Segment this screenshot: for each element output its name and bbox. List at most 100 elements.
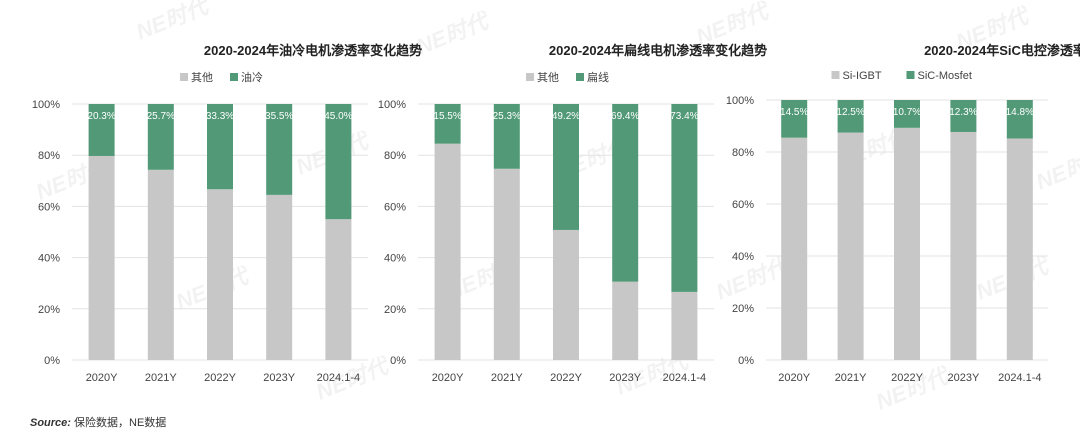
bar-top-1 — [434, 104, 461, 144]
bar-top-5 — [1006, 100, 1033, 139]
bar-top-4 — [950, 100, 977, 132]
bar-top-2 — [493, 104, 520, 169]
y-tick-label: 20% — [384, 304, 406, 316]
chart-legend: Si-IGBT SiC-Mosfet — [831, 70, 972, 82]
data-label-2: 12.5% — [836, 107, 864, 118]
bar-base-5 — [325, 219, 352, 360]
source-note: Source: 保险数据，NE数据 — [30, 414, 166, 430]
source-text: 保险数据，NE数据 — [74, 417, 167, 429]
watermark-text: NE时代 — [1033, 142, 1080, 194]
legend-swatch-2 — [906, 71, 915, 79]
bar-top-4 — [266, 104, 293, 195]
x-tick-label: 2020Y — [778, 372, 810, 384]
data-label-1: 14.5% — [780, 107, 808, 118]
data-label-2: 25.3% — [493, 111, 521, 122]
chart-legend: 其他 扁线 — [526, 70, 609, 84]
data-label-3: 10.7% — [893, 107, 921, 118]
x-tick-label: 2024.1-4 — [317, 372, 360, 384]
bar-base-2 — [493, 168, 520, 360]
y-tick-label: 100% — [378, 99, 406, 111]
legend-label-2: 油冷 — [241, 70, 263, 84]
chart-title: 2020-2024年SiC电控渗透率变化趋势 — [924, 43, 1080, 58]
legend-swatch-2 — [576, 73, 584, 81]
chart-title: 2020-2024年扁线电机渗透率变化趋势 — [549, 43, 767, 58]
x-tick-label: 2023Y — [609, 372, 641, 384]
bar-base-3 — [207, 189, 233, 360]
y-tick-label: 100% — [726, 95, 754, 107]
data-label-1: 15.5% — [433, 111, 461, 122]
y-tick-label: 80% — [38, 150, 60, 162]
bar-top-2 — [147, 104, 174, 170]
data-label-3: 49.2% — [552, 111, 580, 122]
legend-swatch-2 — [230, 73, 238, 81]
y-tick-label: 80% — [384, 150, 406, 162]
x-tick-label: 2021Y — [835, 372, 867, 384]
y-tick-label: 40% — [38, 253, 60, 265]
y-tick-label: 40% — [384, 253, 406, 265]
y-tick-label: 20% — [732, 303, 754, 315]
bar-top-1 — [88, 104, 115, 156]
legend-label-2: 扁线 — [587, 70, 609, 84]
bar-top-5 — [325, 104, 352, 220]
data-label-5: 14.8% — [1006, 107, 1034, 118]
bar-top-1 — [781, 100, 808, 138]
y-tick-label: 80% — [732, 147, 754, 159]
y-tick-label: 0% — [44, 355, 60, 367]
y-tick-label: 20% — [38, 304, 60, 316]
watermark-text: NE时代 — [413, 7, 494, 59]
bar-base-1 — [434, 143, 461, 360]
x-tick-label: 2024.1-4 — [663, 372, 706, 384]
x-tick-label: 2020Y — [432, 372, 464, 384]
y-tick-label: 0% — [390, 355, 406, 367]
bar-base-5 — [1006, 138, 1033, 360]
watermark-text: NE时代 — [133, 0, 214, 45]
x-tick-label: 2020Y — [86, 372, 118, 384]
x-tick-label: 2022Y — [550, 372, 582, 384]
y-tick-label: 60% — [732, 199, 754, 211]
data-label-4: 69.4% — [611, 111, 639, 122]
legend-swatch-1 — [180, 73, 188, 81]
bar-top-2 — [837, 100, 864, 133]
y-tick-label: 0% — [738, 355, 754, 367]
x-tick-label: 2022Y — [204, 372, 236, 384]
bar-top-3 — [207, 104, 233, 190]
bar-top-3 — [894, 100, 920, 128]
bar-base-1 — [781, 137, 808, 360]
data-label-4: 35.5% — [265, 111, 293, 122]
data-label-3: 33.3% — [206, 111, 234, 122]
y-tick-label: 60% — [384, 201, 406, 213]
bar-base-5 — [671, 291, 698, 360]
bar-base-4 — [950, 131, 977, 360]
bar-base-3 — [894, 127, 920, 360]
data-label-5: 45.0% — [324, 111, 352, 122]
bar-base-4 — [266, 194, 293, 360]
x-tick-label: 2021Y — [145, 372, 177, 384]
legend-swatch-1 — [526, 73, 534, 81]
chart-3: 2020-2024年SiC电控渗透率变化趋势 Si-IGBT SiC-Mosfet 0… — [726, 43, 1080, 384]
bar-base-2 — [147, 169, 174, 360]
legend-label-1: 其他 — [537, 71, 559, 84]
y-tick-label: 60% — [38, 201, 60, 213]
x-tick-label: 2024.1-4 — [998, 372, 1041, 384]
y-tick-label: 40% — [732, 251, 754, 263]
x-tick-label: 2023Y — [263, 372, 295, 384]
x-tick-label: 2022Y — [891, 372, 923, 384]
bar-top-4 — [612, 104, 639, 282]
x-tick-label: 2021Y — [491, 372, 523, 384]
legend-label-1: 其他 — [191, 71, 213, 84]
chart-legend: 其他 油冷 — [180, 70, 263, 84]
data-label-1: 20.3% — [87, 111, 115, 122]
data-label-4: 12.3% — [949, 107, 977, 118]
bar-base-2 — [837, 132, 864, 360]
bar-base-4 — [612, 281, 639, 360]
watermark-text: NE时代 — [873, 362, 954, 414]
data-label-2: 25.7% — [147, 111, 175, 122]
chart-title: 2020-2024年油冷电机渗透率变化趋势 — [204, 43, 422, 58]
y-tick-label: 100% — [32, 99, 60, 111]
bar-top-5 — [671, 104, 698, 292]
bar-base-3 — [553, 229, 579, 360]
legend-label-1: Si-IGBT — [843, 70, 882, 82]
legend-swatch-1 — [831, 71, 840, 79]
